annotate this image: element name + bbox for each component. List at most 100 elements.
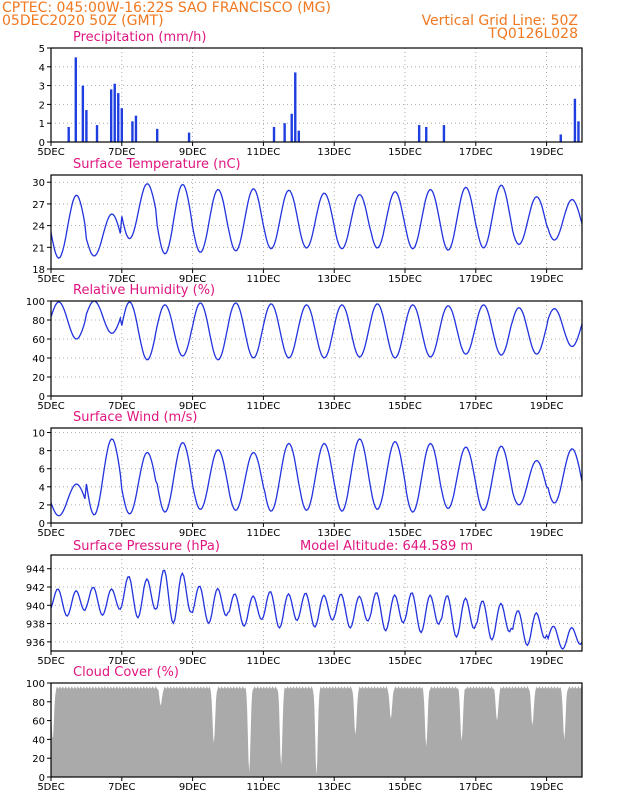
y-tick-label: 936 xyxy=(26,638,45,649)
header-location: CPTEC: 045:00W-16:22S SAO FRANCISCO (MG) xyxy=(2,0,331,16)
x-tick-label: 17DEC xyxy=(459,401,493,412)
y-tick-label: 5 xyxy=(39,44,45,55)
x-tick-label: 7DEC xyxy=(108,656,135,667)
x-tick-label: 5DEC xyxy=(37,274,64,285)
y-tick-label: 60 xyxy=(32,717,45,728)
precip-bar xyxy=(131,121,134,142)
cloud-area xyxy=(51,685,582,777)
x-tick-label: 13DEC xyxy=(317,782,351,793)
x-tick-label: 11DEC xyxy=(247,656,281,667)
panel-6: Cloud Cover (%) 0 20 40 60 80 100 5DEC 7DEC 9DEC 1… xyxy=(26,665,583,793)
panel-title: Surface Temperature (nC) xyxy=(73,157,241,172)
series-line xyxy=(50,569,583,650)
x-tick-label: 5DEC xyxy=(37,782,64,793)
panel-4: Surface Wind (m/s) 0 2 4 6 8 10 5DEC 7DEC 9DEC 11D… xyxy=(32,410,583,539)
x-tick-label: 17DEC xyxy=(459,656,493,667)
panel-title: Cloud Cover (%) xyxy=(73,665,179,680)
x-tick-label: 19DEC xyxy=(530,528,564,539)
x-tick-label: 9DEC xyxy=(179,401,206,412)
x-tick-label: 15DEC xyxy=(388,528,422,539)
x-tick-label: 7DEC xyxy=(108,274,135,285)
y-tick-label: 24 xyxy=(32,222,45,233)
precip-bar xyxy=(417,125,421,142)
precip-bar xyxy=(95,125,99,142)
precip-bar xyxy=(559,134,562,142)
panel-title: Precipitation (mm/h) xyxy=(73,30,206,45)
y-tick-label: 0 xyxy=(39,392,45,403)
precip-bar xyxy=(297,130,300,142)
panel-3: Relative Humidity (%) 0 20 40 60 80 100 5DEC 7DE… xyxy=(26,283,583,412)
y-tick-label: 100 xyxy=(26,297,45,308)
panel-frame xyxy=(50,682,583,778)
x-tick-label: 17DEC xyxy=(459,528,493,539)
x-tick-label: 9DEC xyxy=(179,782,206,793)
y-tick-label: 30 xyxy=(32,178,45,189)
x-tick-label: 11DEC xyxy=(247,401,281,412)
y-tick-label: 40 xyxy=(32,354,45,365)
x-tick-label: 19DEC xyxy=(530,401,564,412)
x-tick-label: 13DEC xyxy=(317,656,351,667)
x-tick-label: 17DEC xyxy=(459,274,493,285)
x-tick-label: 15DEC xyxy=(388,656,422,667)
x-tick-label: 19DEC xyxy=(530,782,564,793)
precip-bar xyxy=(109,89,113,142)
y-tick-label: 938 xyxy=(26,620,45,631)
x-tick-label: 17DEC xyxy=(459,147,493,158)
series-line xyxy=(50,300,583,361)
x-tick-label: 9DEC xyxy=(179,528,206,539)
series-line xyxy=(50,438,583,517)
y-tick-label: 80 xyxy=(32,698,45,709)
x-tick-label: 15DEC xyxy=(388,401,422,412)
header-code: TQ0126L028 xyxy=(487,26,578,42)
x-tick-label: 19DEC xyxy=(530,656,564,667)
y-tick-label: 100 xyxy=(26,679,45,690)
precip-bar xyxy=(81,85,85,142)
x-tick-label: 11DEC xyxy=(247,274,281,285)
y-tick-label: 10 xyxy=(32,429,45,440)
x-tick-label: 11DEC xyxy=(247,147,281,158)
x-tick-label: 5DEC xyxy=(37,401,64,412)
panel-title: Relative Humidity (%) xyxy=(73,283,215,298)
y-tick-label: 0 xyxy=(39,519,45,530)
y-tick-label: 6 xyxy=(39,465,45,476)
panel-2: Surface Temperature (nC) 18 21 24 27 30 5DEC 7D… xyxy=(32,157,583,285)
x-tick-label: 17DEC xyxy=(459,782,493,793)
y-tick-label: 27 xyxy=(32,200,45,211)
y-tick-label: 942 xyxy=(26,583,45,594)
panel-frame xyxy=(50,174,583,270)
header-date: 05DEC2020 50Z (GMT) xyxy=(2,13,164,29)
panel-frame xyxy=(50,427,583,524)
x-tick-label: 9DEC xyxy=(179,274,206,285)
y-tick-label: 3 xyxy=(39,82,45,93)
x-tick-label: 11DEC xyxy=(247,528,281,539)
x-tick-label: 13DEC xyxy=(317,401,351,412)
y-tick-label: 2 xyxy=(39,501,45,512)
y-tick-label: 20 xyxy=(32,373,45,384)
y-tick-label: 60 xyxy=(32,335,45,346)
precip-bar xyxy=(117,93,120,142)
panel-frame xyxy=(50,554,583,652)
panel-title: Surface Pressure (hPa) xyxy=(73,539,220,554)
precip-bar xyxy=(290,113,293,142)
x-tick-label: 7DEC xyxy=(108,401,135,412)
y-tick-label: 21 xyxy=(32,243,45,254)
y-tick-label: 944 xyxy=(26,565,45,576)
x-tick-label: 15DEC xyxy=(388,274,422,285)
x-tick-label: 9DEC xyxy=(179,147,206,158)
panel-1: Precipitation (mm/h) 0 1 2 3 4 5 5DEC 7DEC 9DEC 11… xyxy=(37,30,583,158)
precip-bar xyxy=(272,126,276,142)
y-tick-label: 1 xyxy=(39,119,45,130)
panel-frame xyxy=(50,47,583,143)
header-grid-note: Vertical Grid Line: 50Z xyxy=(422,13,578,29)
precip-bar xyxy=(85,110,88,142)
x-tick-label: 13DEC xyxy=(317,274,351,285)
precip-bar xyxy=(294,72,297,142)
precip-bar xyxy=(113,83,116,142)
precip-bar xyxy=(67,126,70,142)
series-line xyxy=(50,183,583,259)
precip-bar xyxy=(442,125,446,142)
y-tick-label: 0 xyxy=(39,773,45,784)
precip-bar xyxy=(120,108,123,142)
x-tick-label: 7DEC xyxy=(108,147,135,158)
